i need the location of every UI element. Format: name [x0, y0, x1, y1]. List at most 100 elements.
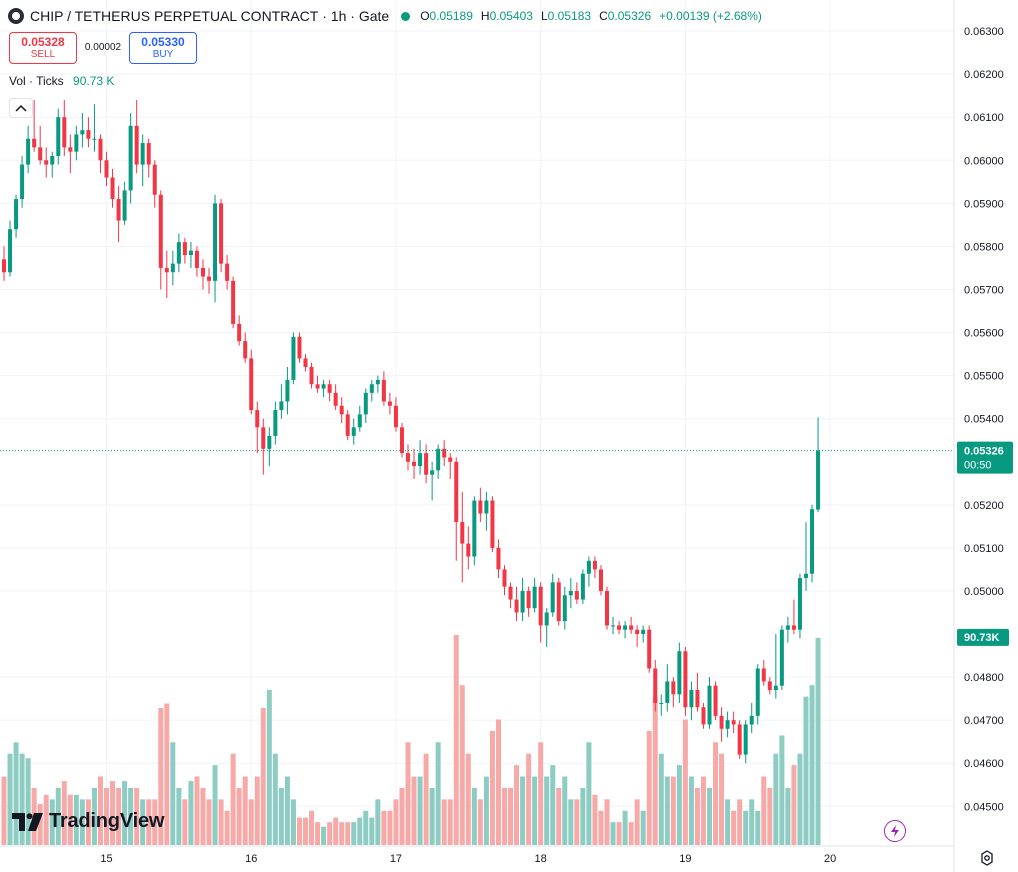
candle-body — [430, 470, 435, 475]
candle-body — [8, 229, 13, 273]
candle-body — [737, 724, 742, 755]
candle-body — [188, 250, 193, 256]
volume-bar — [194, 776, 200, 845]
volume-bar — [453, 635, 459, 845]
sell-button[interactable]: 0.05328 SELL — [9, 32, 77, 64]
chart-settings-button[interactable] — [977, 848, 997, 868]
volume-bar — [290, 799, 296, 845]
candle-body — [749, 715, 754, 725]
symbol-logo-icon — [8, 8, 24, 24]
volume-bar — [411, 776, 417, 845]
candle-body — [466, 543, 471, 557]
candle-body — [641, 629, 646, 635]
candle-body — [659, 702, 664, 704]
close-value: 0.05326 — [607, 9, 652, 23]
volume-bar — [761, 776, 767, 845]
volume-bar — [658, 753, 664, 845]
candle-body — [538, 586, 543, 626]
price-tick-label: 0.05100 — [964, 543, 1004, 555]
candle-body — [315, 384, 320, 389]
candle-body — [62, 117, 67, 148]
candle-body — [225, 263, 230, 281]
volume-bar — [429, 787, 435, 845]
volume-bar — [664, 776, 670, 845]
volume-bar — [622, 810, 628, 845]
price-tick-label: 0.05000 — [964, 586, 1004, 598]
volume-legend-value: 90.73 K — [73, 74, 115, 88]
candle-body — [213, 203, 218, 281]
volume-bar — [501, 787, 507, 845]
replay-button[interactable] — [884, 820, 906, 842]
candle-body — [442, 448, 447, 458]
candle-body — [44, 160, 49, 165]
candle-body — [689, 690, 694, 708]
volume-bar — [441, 799, 447, 845]
candle-body — [665, 681, 670, 703]
candle-body — [219, 203, 224, 264]
volume-bar — [713, 742, 719, 845]
candle-body — [526, 590, 531, 609]
volume-bar — [616, 822, 622, 845]
candle-body — [285, 379, 290, 402]
candle-body — [333, 392, 338, 406]
volume-bar — [91, 787, 97, 845]
candle-body — [122, 190, 127, 221]
volume-bar — [508, 787, 514, 845]
candle-body — [297, 336, 302, 359]
ohlc-values: O0.05189 H0.05403 L0.05183 C0.05326 +0.0… — [420, 9, 762, 23]
candle-body — [158, 194, 163, 268]
candle-body — [454, 461, 459, 523]
volume-bar — [550, 765, 556, 845]
candles — [2, 99, 821, 764]
candle-body — [116, 199, 121, 221]
high-label: H — [480, 9, 490, 23]
buy-button[interactable]: 0.05330 BUY — [129, 32, 197, 64]
candle-body — [357, 414, 362, 428]
tradingview-logo[interactable]: TradingView — [12, 810, 164, 833]
volume-bar — [465, 753, 471, 845]
candle-body — [785, 625, 790, 630]
volume-bar — [272, 753, 278, 845]
interval-label[interactable]: 1h — [330, 8, 347, 24]
volume-bar — [773, 753, 779, 845]
volume-bar — [707, 787, 713, 845]
price-tick-label: 0.06300 — [964, 26, 1004, 38]
volume-bar — [520, 776, 526, 845]
volume-bar — [779, 735, 785, 845]
candle-body — [502, 569, 507, 587]
candle-body — [249, 358, 254, 411]
volume-bar — [791, 765, 797, 845]
volume-bar — [381, 810, 387, 845]
candle-body — [369, 384, 374, 393]
candle-body — [478, 500, 483, 514]
candle-body — [38, 147, 43, 161]
candle-body — [20, 164, 25, 200]
collapse-legend-button[interactable] — [9, 98, 33, 118]
volume-bar — [321, 826, 327, 845]
candle-body — [14, 199, 19, 230]
candle-body — [393, 405, 398, 428]
volume-bar — [212, 765, 218, 845]
volume-tag — [957, 628, 1009, 646]
volume-bar — [743, 810, 749, 845]
symbol-name[interactable]: CHIP / TETHERUS PERPETUAL CONTRACT — [30, 8, 319, 24]
volume-bar — [188, 781, 194, 845]
candle-body — [472, 500, 477, 557]
volume-bar — [447, 799, 453, 845]
volume-bar — [544, 776, 550, 845]
candle-body — [725, 720, 730, 729]
candle-body — [200, 267, 205, 277]
buy-label: BUY — [152, 49, 174, 60]
candle-body — [387, 401, 392, 406]
high-value: 0.05403 — [489, 9, 533, 23]
candle-body — [255, 410, 260, 428]
volume-bar — [387, 810, 393, 845]
volume-bar — [49, 799, 55, 845]
volume-bar — [399, 787, 405, 845]
volume-bar — [351, 822, 357, 845]
volume-bar — [242, 776, 248, 845]
volume-legend-label[interactable]: Vol · Ticks — [9, 74, 64, 88]
volume-bar — [67, 794, 73, 845]
volume-bar — [357, 817, 363, 845]
